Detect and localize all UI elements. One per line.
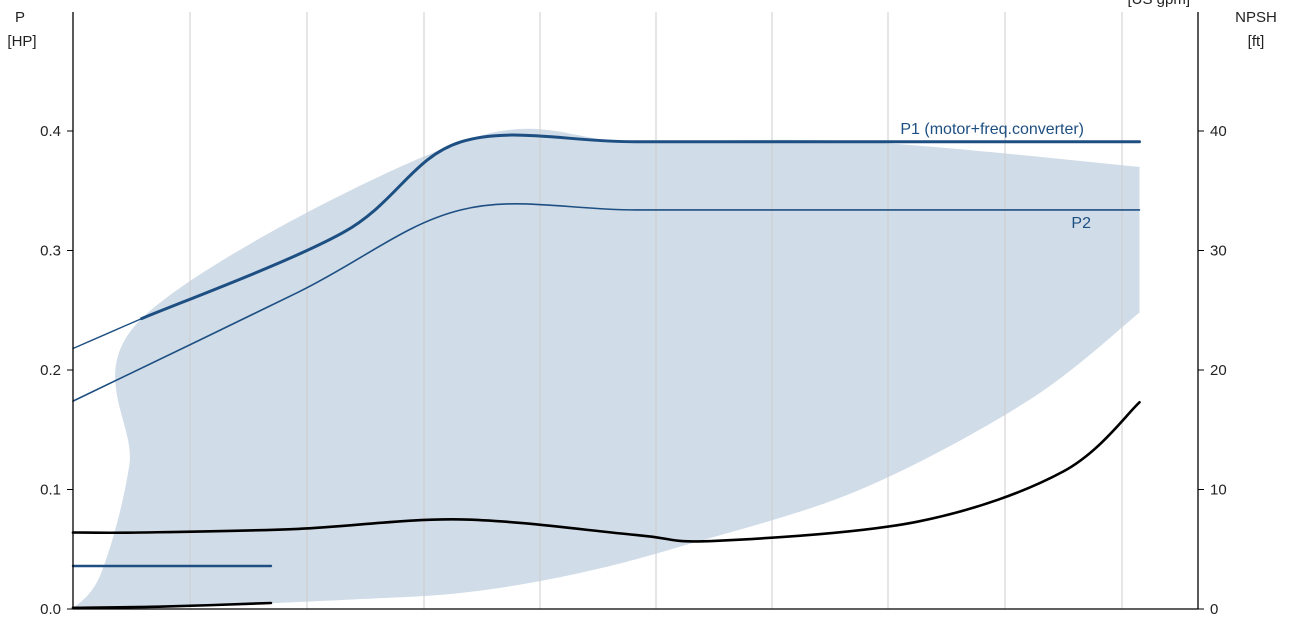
- x-axis-unit-clipped: [US gpm]: [1127, 0, 1190, 8]
- right-tick-label: 0: [1210, 601, 1218, 617]
- left-tick-label: 0.0: [40, 601, 61, 617]
- operating-region: [73, 128, 1140, 609]
- grid-layer: [189, 12, 1123, 609]
- right-tick-label: 10: [1210, 482, 1227, 499]
- left-tick-label: 0.2: [40, 362, 61, 379]
- left-tick-label: 0.3: [40, 243, 61, 260]
- left-axis-title: P: [15, 9, 25, 26]
- series-label-p2: P2: [1071, 215, 1091, 232]
- series-p1-extension-line: [72, 317, 143, 350]
- right-tick-label: 40: [1210, 123, 1227, 140]
- series-p2-line: [72, 202, 1141, 402]
- left-tick-label: 0.4: [40, 123, 61, 140]
- left-axis-unit: [HP]: [7, 33, 36, 50]
- series-label-p1: P1 (motor+freq.converter): [900, 121, 1084, 138]
- right-axis-unit: [ft]: [1248, 33, 1265, 50]
- axes-layer: 0.0 0.1 0.2 0.3 0.4 0 10 20 30 40: [40, 12, 1227, 617]
- operating-region-layer: [73, 128, 1140, 609]
- series-aux-line-black: [71, 601, 273, 610]
- series-layer: P1 (motor+freq.converter) P2: [71, 121, 1141, 610]
- left-tick-label: 0.1: [40, 482, 61, 499]
- right-tick-label: 30: [1210, 243, 1227, 260]
- right-tick-label: 20: [1210, 362, 1227, 379]
- series-p1-line: [140, 133, 1141, 321]
- series-npsh-line: [71, 401, 1141, 543]
- right-axis-title: NPSH: [1235, 9, 1277, 26]
